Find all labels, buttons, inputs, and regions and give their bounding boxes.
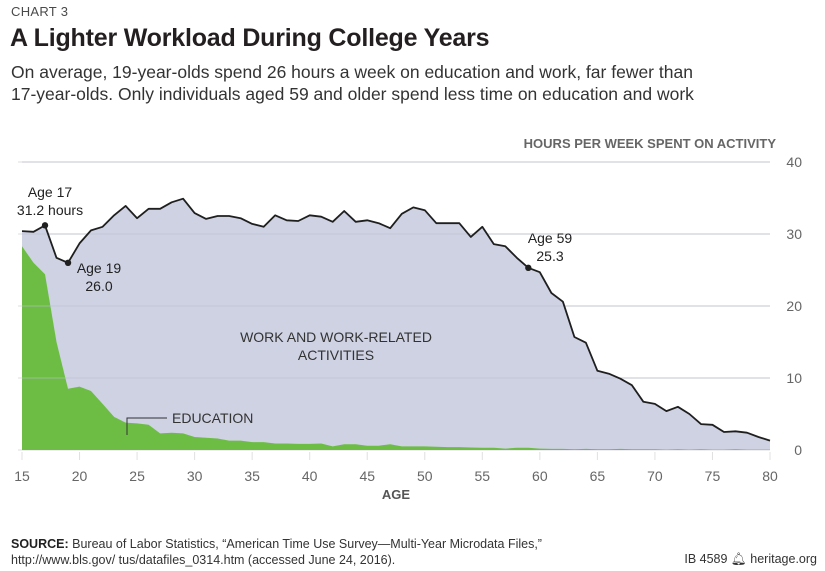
annotation-age19-line-2: 26.0 <box>85 278 112 294</box>
subtitle-line-2: 17-year-olds. Only individuals aged 59 a… <box>11 84 694 104</box>
annotation-point-age-59 <box>525 264 532 272</box>
x-tick-label: 45 <box>359 468 375 484</box>
chart-subtitle: On average, 19-year-olds spend 26 hours … <box>11 61 801 105</box>
x-tick-label: 60 <box>532 468 548 484</box>
site-link[interactable]: heritage.org <box>750 552 817 566</box>
work-area <box>22 198 770 450</box>
x-tick-label: 65 <box>590 468 606 484</box>
x-tick-label: 30 <box>187 468 203 484</box>
chart-kicker: CHART 3 <box>11 4 69 19</box>
x-tick-label: 50 <box>417 468 433 484</box>
credit: IB 4589 🔔︎ heritage.org <box>684 552 817 567</box>
brief-id: IB 4589 <box>684 552 728 566</box>
chart-title: A Lighter Workload During College Years <box>10 24 490 52</box>
annotations: Age 17 31.2 hours Age 19 26.0 Age 59 25.… <box>17 184 572 294</box>
y-axis: 0 10 20 30 40 <box>786 154 802 458</box>
source-label: SOURCE: <box>11 537 69 551</box>
y-tick-label: 20 <box>786 298 802 314</box>
y-axis-title: HOURS PER WEEK SPENT ON ACTIVITY <box>524 136 777 151</box>
annotation-age17-line-1: Age 17 <box>28 184 73 200</box>
x-axis-title: AGE <box>382 487 411 502</box>
x-tick-label: 35 <box>244 468 260 484</box>
x-tick-label: 40 <box>302 468 318 484</box>
subtitle-line-1: On average, 19-year-olds spend 26 hours … <box>11 62 693 82</box>
work-area-label-line-1: WORK AND WORK-RELATED <box>240 329 432 345</box>
x-tick-label: 20 <box>72 468 88 484</box>
source-line-1: Bureau of Labor Statistics, “American Ti… <box>68 537 542 551</box>
annotation-point-age-19 <box>64 259 72 266</box>
bell-icon: 🔔︎ <box>730 552 747 566</box>
education-area-label: EDUCATION <box>172 410 253 426</box>
work-area-label-line-2: ACTIVITIES <box>298 347 374 363</box>
x-tick-label: 55 <box>475 468 491 484</box>
x-tick-label: 70 <box>647 468 663 484</box>
annotation-age59-line-2: 25.3 <box>536 248 563 264</box>
annotation-age17-line-2: 31.2 hours <box>17 202 83 218</box>
x-tick-label: 80 <box>762 468 778 484</box>
annotation-point-age-17 <box>41 222 49 229</box>
x-axis: 15 20 25 30 35 40 45 50 55 60 65 70 75 80 <box>14 452 778 484</box>
education-label-leader <box>126 417 167 435</box>
y-tick-label: 0 <box>794 442 802 458</box>
chart-areas <box>21 161 771 450</box>
annotation-age19-line-1: Age 19 <box>77 260 122 276</box>
source-line-2: http://www.bls.gov/ tus/datafiles_0314.h… <box>11 553 396 567</box>
x-tick-label: 75 <box>705 468 721 484</box>
education-area <box>22 246 770 450</box>
annotation-age59-line-1: Age 59 <box>528 230 573 246</box>
x-tick-label: 15 <box>14 468 30 484</box>
source-note: SOURCE: Bureau of Labor Statistics, “Ame… <box>11 536 542 568</box>
y-tick-label: 10 <box>786 370 802 386</box>
y-tick-label: 40 <box>786 154 802 170</box>
y-tick-label: 30 <box>786 226 802 242</box>
x-tick-label: 25 <box>129 468 145 484</box>
total-line <box>21 197 771 442</box>
